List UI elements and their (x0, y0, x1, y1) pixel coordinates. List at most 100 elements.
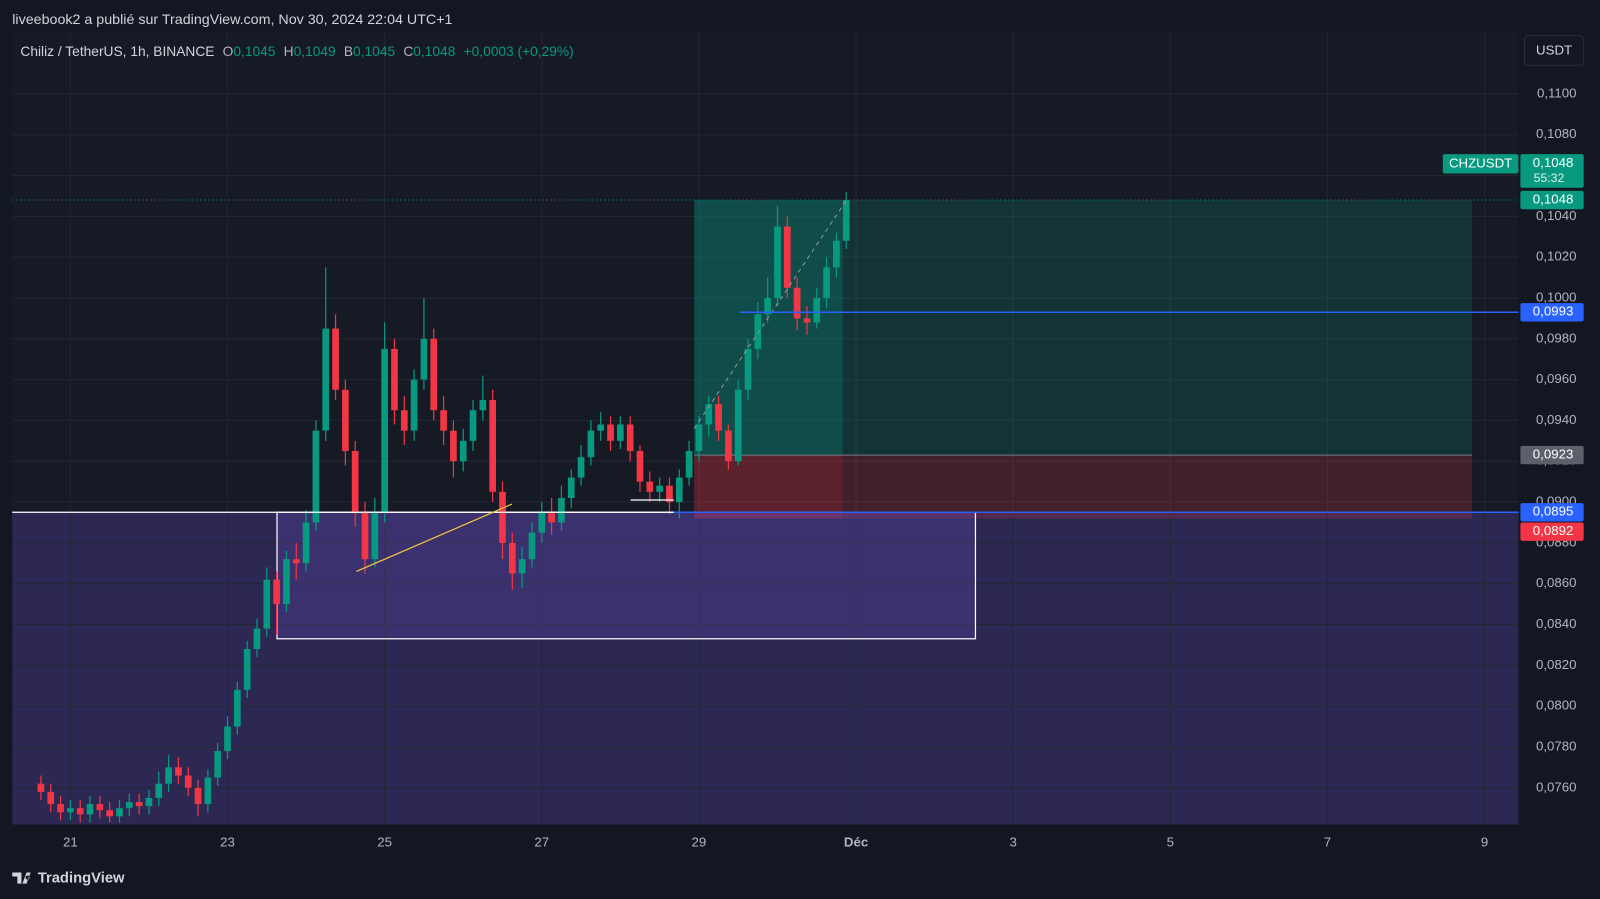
candle-body (587, 430, 595, 458)
candle-body (194, 787, 202, 805)
ohlc-key: B (344, 44, 353, 59)
currency-button[interactable] (1523, 35, 1585, 66)
price-badge-label: 0,0993 (1533, 304, 1574, 319)
candle-body (420, 338, 428, 380)
logo: TradingView (12, 870, 125, 886)
x-tick-label: 25 (377, 834, 392, 849)
y-tick-label: 0,0960 (1536, 371, 1577, 386)
candle-body (440, 410, 447, 431)
candle-body (371, 512, 379, 560)
x-tick-label: Déc (844, 834, 868, 849)
candle-body (342, 389, 349, 452)
price-badge-label: 0,0892 (1533, 523, 1574, 538)
y-tick-label: 0,0800 (1536, 698, 1577, 713)
candle-body (125, 802, 133, 809)
candle-body (116, 808, 123, 817)
y-tick-label: 0,0820 (1536, 657, 1577, 672)
candle-body (450, 430, 457, 462)
candle-body (607, 424, 614, 441)
candle-body (233, 689, 241, 727)
candle-body (37, 783, 45, 792)
ohlc-value: 0,1048 (413, 44, 455, 59)
candle-body (734, 389, 742, 462)
x-tick-label: 23 (220, 834, 235, 849)
candle-body (96, 804, 104, 811)
candle-body (214, 751, 222, 778)
candle-body (783, 226, 791, 288)
candle-body (715, 404, 722, 431)
ohlc-key: O (223, 44, 234, 59)
candle-body (646, 481, 654, 492)
y-tick-label: 0,1080 (1536, 126, 1577, 141)
symbol-legend: Chiliz / TetherUS, 1h, BINANCE O0,1045 H0,… (20, 44, 573, 59)
x-tick-label: 3 (1009, 834, 1016, 849)
candle-body (135, 802, 143, 807)
logo-icon (12, 872, 31, 884)
y-tick-label: 0,0840 (1536, 616, 1577, 631)
candle-body (508, 542, 516, 574)
candle-body (577, 457, 585, 478)
y-tick-label: 0,1100 (1537, 85, 1577, 100)
candle-body (204, 777, 212, 805)
candle-body (489, 400, 497, 492)
price-badge-label: 0,0923 (1533, 447, 1574, 462)
candle-body (626, 424, 634, 452)
currency-label[interactable]: USDT (1536, 43, 1572, 58)
y-tick-label: 0,0980 (1536, 330, 1577, 345)
candle-body (57, 804, 64, 813)
ohlc-key: C (403, 44, 413, 59)
symbol-badge (1442, 154, 1519, 174)
y-tick-label: 0,0760 (1536, 779, 1577, 794)
candle-body (558, 497, 565, 523)
candle-body (764, 297, 772, 315)
price-badge (1520, 445, 1584, 465)
candle-body (322, 328, 330, 431)
y-tick-label: 0,1000 (1536, 289, 1577, 304)
candle-body (833, 240, 840, 268)
candle-body (469, 410, 477, 441)
candle-body (263, 579, 271, 629)
candle-body (106, 810, 114, 817)
candle-body (400, 410, 408, 431)
zone-rectangle (276, 511, 977, 640)
candle-body (47, 791, 55, 805)
candle-body (656, 485, 663, 492)
price-badge (1520, 503, 1584, 522)
y-tick-label: 0,1020 (1536, 249, 1577, 264)
candle-body (302, 522, 310, 564)
candle-body (842, 200, 850, 241)
back-layer (12, 512, 1519, 825)
x-tick-label: 27 (534, 834, 549, 849)
demand-zone (12, 512, 1519, 825)
countdown: 55:32 (1534, 171, 1565, 185)
candle-body (518, 559, 526, 574)
candle-body (430, 338, 438, 411)
ohlc-value: 0,1045 (353, 44, 395, 59)
candle-body (184, 775, 192, 788)
last-price-label: 0,1048 (1533, 155, 1574, 170)
candle-body (597, 424, 605, 431)
candle-body (253, 628, 261, 649)
candle-body (617, 424, 624, 441)
candle-body (145, 797, 153, 807)
change: +0,0003 (+0,29%) (464, 44, 574, 59)
candle-body (312, 430, 320, 523)
candle-body (744, 348, 752, 390)
x-tick-label: 7 (1324, 834, 1331, 849)
candle-body (175, 767, 182, 776)
y-tick-label: 0,0940 (1536, 412, 1577, 427)
candle-body (351, 451, 359, 513)
grid-layer (12, 32, 1519, 825)
last-price-badge (1520, 154, 1584, 188)
candle-body (666, 485, 673, 503)
stop-zone-elapsed (694, 455, 843, 519)
x-tick-label: 5 (1167, 834, 1174, 849)
candle-body (725, 430, 732, 462)
candle-body (538, 512, 546, 533)
symbol-title: Chiliz / TetherUS, 1h, BINANCE (20, 44, 214, 59)
trend-line (356, 503, 513, 573)
candle-body (499, 491, 506, 543)
candle-body (86, 804, 94, 815)
candle-body (813, 297, 821, 323)
candle-body (528, 532, 536, 560)
